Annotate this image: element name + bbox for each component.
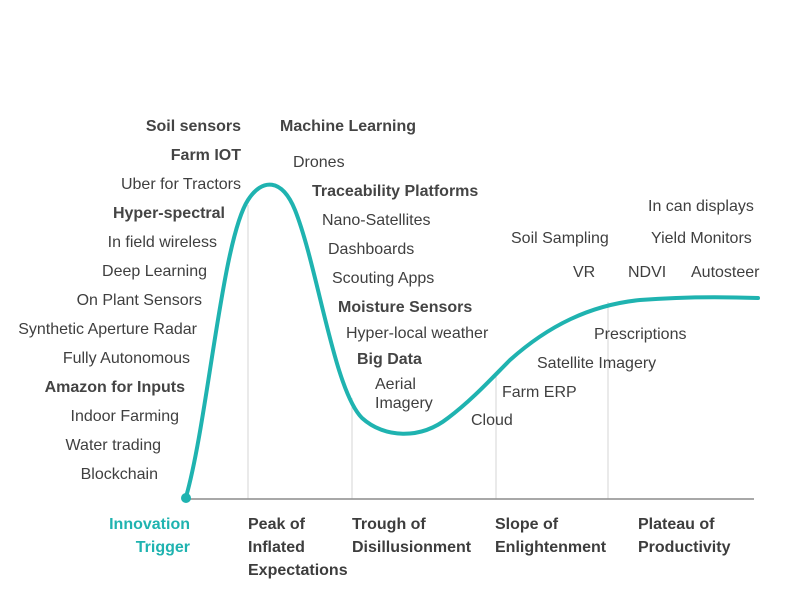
tech-label-ndvi: NDVI (628, 264, 666, 281)
tech-label-cloud: Cloud (471, 412, 513, 429)
tech-label-soil-sampling: Soil Sampling (511, 230, 609, 247)
tech-label-prescriptions: Prescriptions (594, 326, 686, 343)
tech-label-autosteer: Autosteer (691, 264, 760, 281)
phase-label-plateau: Plateau of Productivity (638, 516, 731, 556)
tech-label-machine-learning: Machine Learning (280, 118, 416, 135)
tech-label-indoor-farming: Indoor Farming (71, 408, 180, 425)
technology-labels: Soil sensors Farm IOT Uber for Tractors Hyp… (18, 118, 760, 483)
tech-label-drones: Drones (293, 154, 345, 171)
tech-label-dashboards: Dashboards (328, 241, 414, 258)
phase-label-line: Trigger (136, 539, 190, 556)
tech-label-scouting-apps: Scouting Apps (332, 270, 434, 287)
phase-label-peak: Peak of Inflated Expectations (248, 516, 348, 579)
tech-label-synthetic-aperture-radar: Synthetic Aperture Radar (18, 321, 197, 338)
tech-label-vr: VR (573, 264, 595, 281)
phase-label-trough: Trough of Disillusionment (352, 516, 472, 556)
phase-label-line: Disillusionment (352, 539, 472, 556)
tech-label-hyper-spectral: Hyper-spectral (113, 205, 225, 222)
tech-label-soil-sensors: Soil sensors (146, 118, 241, 135)
phase-label-line: Trough of (352, 516, 426, 533)
tech-label-big-data: Big Data (357, 351, 422, 368)
curve-start-dot (181, 493, 191, 503)
tech-label-farm-iot: Farm IOT (171, 147, 241, 164)
phase-dividers (247, 205, 609, 499)
tech-label-in-can-displays: In can displays (648, 198, 754, 215)
tech-label-yield-monitors: Yield Monitors (651, 230, 752, 247)
tech-label-nano-satellites: Nano-Satellites (322, 212, 431, 229)
phase-label-line: Plateau of (638, 516, 715, 533)
phase-labels: Innovation Trigger Peak of Inflated Expectat… (109, 516, 730, 579)
tech-label-water-trading: Water trading (66, 437, 161, 454)
tech-label-imagery: Imagery (375, 395, 433, 412)
tech-label-blockchain: Blockchain (81, 466, 158, 483)
tech-label-on-plant-sensors: On Plant Sensors (77, 292, 202, 309)
phase-label-line: Expectations (248, 562, 348, 579)
phase-label-line: Productivity (638, 539, 731, 556)
phase-label-line: Slope of (495, 516, 559, 533)
tech-label-moisture-sensors: Moisture Sensors (338, 299, 472, 316)
tech-label-traceability-platforms: Traceability Platforms (312, 183, 478, 200)
phase-label-line: Peak of (248, 516, 306, 533)
tech-label-satellite-imagery: Satellite Imagery (537, 355, 656, 372)
tech-label-aerial: Aerial (375, 376, 416, 393)
phase-label-line: Innovation (109, 516, 190, 533)
tech-label-fully-autonomous: Fully Autonomous (63, 350, 190, 367)
phase-label-line: Enlightenment (495, 539, 607, 556)
tech-label-hyper-local-weather: Hyper-local weather (346, 325, 489, 342)
tech-label-deep-learning: Deep Learning (102, 263, 207, 280)
phase-label-innovation-trigger: Innovation Trigger (109, 516, 190, 556)
tech-label-uber-for-tractors: Uber for Tractors (121, 176, 241, 193)
tech-label-in-field-wireless: In field wireless (108, 234, 217, 251)
hype-curve (184, 182, 760, 499)
phase-label-line: Inflated (248, 539, 305, 556)
tech-label-amazon-for-inputs: Amazon for Inputs (45, 379, 186, 396)
tech-label-farm-erp: Farm ERP (502, 384, 577, 401)
phase-label-slope: Slope of Enlightenment (495, 516, 607, 556)
